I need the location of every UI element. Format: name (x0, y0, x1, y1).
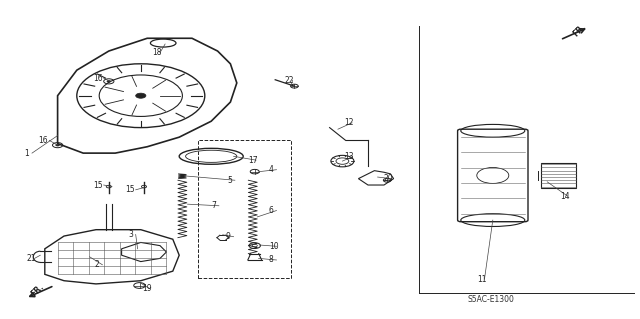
Text: 14: 14 (560, 192, 570, 201)
Bar (541, 163, 576, 188)
Text: 8: 8 (269, 256, 273, 264)
Text: 12: 12 (344, 118, 354, 127)
Circle shape (56, 144, 60, 146)
Text: 7: 7 (211, 201, 216, 210)
Text: FR.: FR. (572, 22, 588, 39)
Text: 17: 17 (248, 156, 258, 165)
Text: 3: 3 (128, 230, 133, 239)
Circle shape (107, 80, 111, 82)
Text: 1: 1 (24, 149, 29, 158)
Text: 16: 16 (93, 74, 102, 83)
Text: 18: 18 (152, 48, 162, 57)
Text: 21: 21 (27, 254, 36, 263)
Text: 10: 10 (269, 242, 278, 251)
Text: FR.: FR. (29, 282, 45, 299)
Text: 9: 9 (226, 232, 231, 241)
Text: 4: 4 (269, 165, 274, 174)
Text: 13: 13 (344, 152, 354, 161)
Bar (198, 140, 291, 278)
Text: 20: 20 (384, 174, 394, 183)
Text: 19: 19 (142, 284, 152, 293)
Text: 2: 2 (95, 260, 99, 269)
Text: 11: 11 (477, 275, 486, 284)
Circle shape (106, 185, 111, 188)
Text: 5: 5 (227, 176, 232, 185)
Text: 15: 15 (93, 181, 102, 189)
Circle shape (136, 93, 146, 98)
Text: 22: 22 (285, 76, 294, 85)
Text: 16: 16 (38, 136, 48, 145)
Text: 6: 6 (269, 206, 274, 215)
Text: 15: 15 (125, 185, 134, 194)
Circle shape (141, 185, 147, 188)
Text: S5AC-E1300: S5AC-E1300 (467, 295, 514, 304)
